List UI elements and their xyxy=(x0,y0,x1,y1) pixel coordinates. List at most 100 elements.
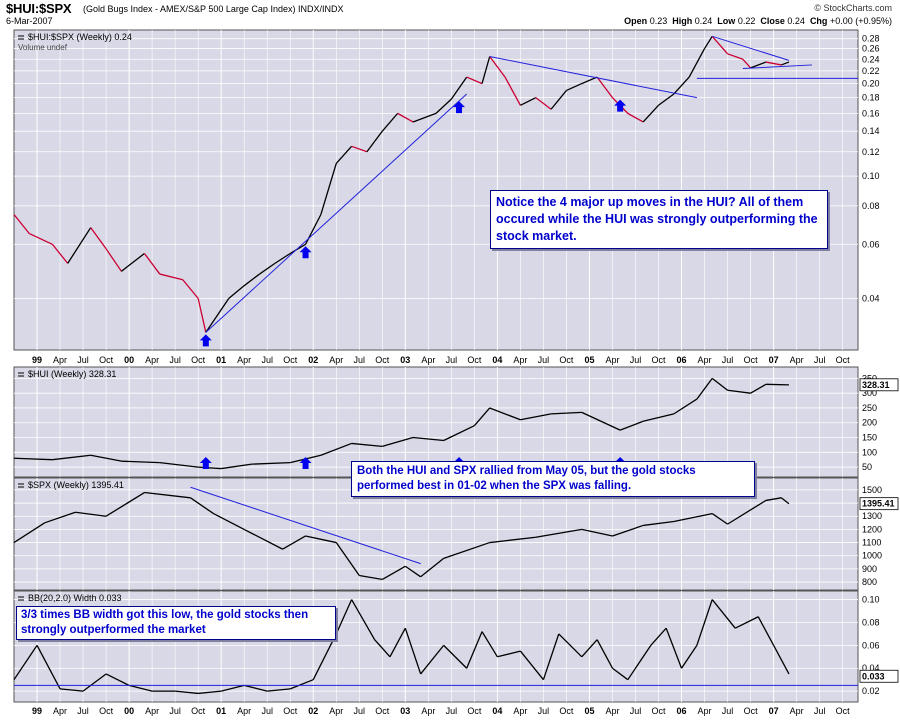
x-tick-label: 05 xyxy=(584,355,594,365)
series-segment-hui xyxy=(52,454,91,461)
series-segment-spx xyxy=(780,497,790,505)
x-tick-label: 03 xyxy=(400,355,410,365)
x-tick-label: Oct xyxy=(744,355,759,365)
series-segment-hui xyxy=(198,466,222,470)
x-tick-label: Apr xyxy=(790,706,804,716)
x-tick-label: 00 xyxy=(124,706,134,716)
series-segment-ratio xyxy=(765,61,782,66)
series-segment-bbw xyxy=(389,627,406,658)
up-arrow-marker-icon xyxy=(299,457,312,469)
series-segment-spx xyxy=(381,565,406,580)
x-tick-label: Jul xyxy=(722,706,734,716)
plot-panel-bbw xyxy=(13,590,859,703)
series-segment-spx xyxy=(335,542,360,576)
series-segment-ratio xyxy=(742,58,752,69)
series-segment-bbw xyxy=(773,645,790,675)
y-tick-label: 350 xyxy=(862,373,877,383)
y-tick-label: 0.24 xyxy=(862,54,880,64)
open-label: Open xyxy=(624,16,648,26)
x-tick-label: 02 xyxy=(308,706,318,716)
series-segment-bbw xyxy=(519,650,544,681)
series-segment-bbw xyxy=(404,627,422,675)
series-segment-hui xyxy=(221,463,252,470)
series-segment-hui xyxy=(90,454,122,462)
trendline xyxy=(190,486,421,565)
x-tick-label: Oct xyxy=(99,706,114,716)
series-segment-ratio xyxy=(435,98,452,114)
y-tick-label: 0.18 xyxy=(862,93,880,103)
series-segment-ratio xyxy=(412,112,437,123)
trendline xyxy=(205,93,468,333)
x-tick-label: Apr xyxy=(53,355,67,365)
series-segment-spx xyxy=(190,497,214,515)
series-segment-ratio xyxy=(51,243,69,264)
series-segment-bbw xyxy=(198,690,222,695)
series-segment-ratio xyxy=(29,233,53,245)
series-segment-ratio xyxy=(504,76,521,106)
x-tick-label: Apr xyxy=(421,355,435,365)
y-tick-label: 0.20 xyxy=(862,79,880,89)
y-tick-label: 0.08 xyxy=(862,617,880,627)
y-tick-label: 200 xyxy=(862,418,877,428)
series-segment-bbw xyxy=(105,673,130,686)
x-tick-label: Oct xyxy=(191,706,206,716)
y-tick-label: 0.04 xyxy=(862,293,880,303)
plot-panel-hui xyxy=(13,366,859,478)
series-segment-hui xyxy=(320,442,352,456)
x-tick-label: Jul xyxy=(630,355,642,365)
y-tick-label: 300 xyxy=(862,388,877,398)
series-segment-ratio xyxy=(481,56,491,84)
series-segment-hui xyxy=(121,460,160,464)
last-value-label: 1395.41 xyxy=(862,499,895,509)
y-tick-label: 0.04 xyxy=(862,663,880,673)
series-segment-hui xyxy=(711,377,728,391)
x-tick-label: Apr xyxy=(53,706,67,716)
series-segment-ratio xyxy=(673,76,690,95)
x-tick-label: Oct xyxy=(836,355,851,365)
series-segment-spx xyxy=(673,512,713,523)
trendline xyxy=(712,35,790,61)
series-segment-bbw xyxy=(481,631,498,658)
last-value-tag xyxy=(859,497,899,511)
series-segment-bbw xyxy=(581,639,598,658)
x-tick-label: Oct xyxy=(283,355,298,365)
y-tick-label: 1500 xyxy=(862,485,882,495)
series-segment-spx xyxy=(727,499,767,525)
x-tick-label: Oct xyxy=(467,355,482,365)
series-segment-bbw xyxy=(267,688,291,692)
series-segment-spx xyxy=(13,522,46,544)
series-segment-ratio xyxy=(182,279,199,299)
series-segment-ratio xyxy=(658,93,675,106)
series-segment-spx xyxy=(213,513,245,530)
annotation-hui-spx-note: Both the HUI and SPX rallied from May 05… xyxy=(351,461,755,497)
series-segment-spx xyxy=(75,511,107,517)
chart-subtitle: (Gold Bugs Index - AMEX/S&P 500 Large Ca… xyxy=(83,4,344,14)
series-segment-ratio xyxy=(105,248,122,272)
series-segment-spx xyxy=(105,491,145,517)
close-value: 0.24 xyxy=(787,16,805,26)
y-tick-label: 100 xyxy=(862,447,877,457)
high-label: High xyxy=(672,16,693,26)
series-segment-bbw xyxy=(244,684,268,692)
x-tick-label: 07 xyxy=(769,355,779,365)
series-segment-ratio xyxy=(143,253,161,275)
y-tick-label: 0.14 xyxy=(862,126,880,136)
series-segment-bbw xyxy=(542,633,560,680)
y-tick-label: 0.22 xyxy=(862,66,880,76)
series-segment-ratio xyxy=(520,97,537,106)
series-segment-ratio xyxy=(351,145,368,153)
x-tick-label: Jul xyxy=(722,355,734,365)
series-segment-ratio xyxy=(335,145,353,164)
series-segment-bbw xyxy=(696,599,713,646)
last-value-label: 0.033 xyxy=(862,671,885,681)
x-tick-label: Apr xyxy=(329,706,343,716)
series-segment-ratio xyxy=(121,252,145,272)
x-tick-label: Oct xyxy=(744,706,759,716)
x-tick-label: Apr xyxy=(605,355,619,365)
series-segment-bbw xyxy=(711,599,736,629)
x-tick-label: Jul xyxy=(630,706,642,716)
series-segment-ratio xyxy=(243,273,260,287)
series-segment-bbw xyxy=(497,650,521,658)
series-segment-spx xyxy=(443,541,490,559)
x-tick-label: Jul xyxy=(354,706,366,716)
